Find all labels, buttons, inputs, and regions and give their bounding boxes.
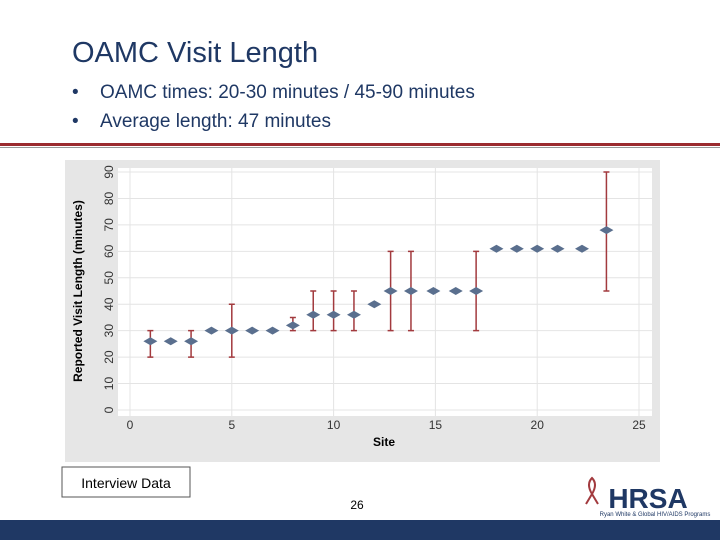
- logo-ribbon: [585, 476, 599, 505]
- y-tick-label: 0: [102, 406, 116, 413]
- point: [265, 326, 280, 335]
- point: [383, 287, 398, 295]
- point: [163, 337, 178, 346]
- point: [224, 326, 239, 335]
- x-tick-label: 20: [531, 418, 545, 432]
- footer-bar: [0, 520, 720, 540]
- y-tick-label: 10: [102, 377, 116, 391]
- point: [599, 226, 614, 235]
- x-tick-label: 10: [327, 418, 341, 432]
- divider: [0, 147, 720, 148]
- chart: 0 10 20 30 40 50 60 70 80 90 0 5 10 15 20 25 Site Reporte…: [71, 165, 652, 449]
- point: [509, 244, 524, 253]
- bullet-dot: •: [72, 111, 79, 132]
- point: [326, 310, 341, 319]
- point: [285, 321, 300, 330]
- point: [143, 337, 158, 346]
- y-tick-label: 20: [102, 350, 116, 364]
- logo-subtitle: Ryan White & Global HIV/AIDS Programs: [600, 512, 711, 518]
- point: [306, 310, 321, 319]
- point: [403, 287, 418, 295]
- point: [469, 287, 484, 295]
- x-tick-label: 25: [632, 418, 646, 432]
- point: [574, 244, 589, 253]
- caption: Interview Data: [81, 475, 171, 491]
- x-tick-label: 5: [228, 418, 235, 432]
- y-axis-label: Reported Visit Length (minutes): [71, 200, 85, 382]
- point: [245, 326, 260, 335]
- point: [530, 244, 545, 253]
- y-tick-label: 50: [102, 271, 116, 285]
- point: [426, 287, 441, 295]
- point: [448, 287, 463, 295]
- x-axis-label: Site: [373, 435, 395, 449]
- slide-title: OAMC Visit Length: [72, 37, 318, 69]
- y-tick-label: 60: [102, 244, 116, 258]
- plot-area: [118, 168, 652, 416]
- point: [346, 310, 361, 319]
- page-number: 26: [350, 498, 364, 512]
- point: [184, 337, 199, 346]
- y-tick-label: 30: [102, 324, 116, 338]
- point: [550, 244, 565, 253]
- bullet-dot: •: [72, 82, 79, 103]
- x-tick-label: 15: [429, 418, 443, 432]
- y-tick-label: 70: [102, 218, 116, 232]
- point: [204, 326, 219, 335]
- logo-name: HRSA: [608, 483, 687, 514]
- x-tick-label: 0: [127, 418, 134, 432]
- y-tick-label: 80: [102, 191, 116, 205]
- divider: [0, 143, 720, 146]
- y-tick-label: 90: [102, 165, 116, 179]
- y-tick-label: 40: [102, 297, 116, 311]
- bullet: Average length: 47 minutes: [100, 111, 331, 132]
- point: [489, 244, 504, 253]
- bullet: OAMC times: 20-30 minutes / 45-90 minute…: [100, 82, 475, 103]
- point: [367, 300, 382, 309]
- caption-box: [61, 466, 191, 498]
